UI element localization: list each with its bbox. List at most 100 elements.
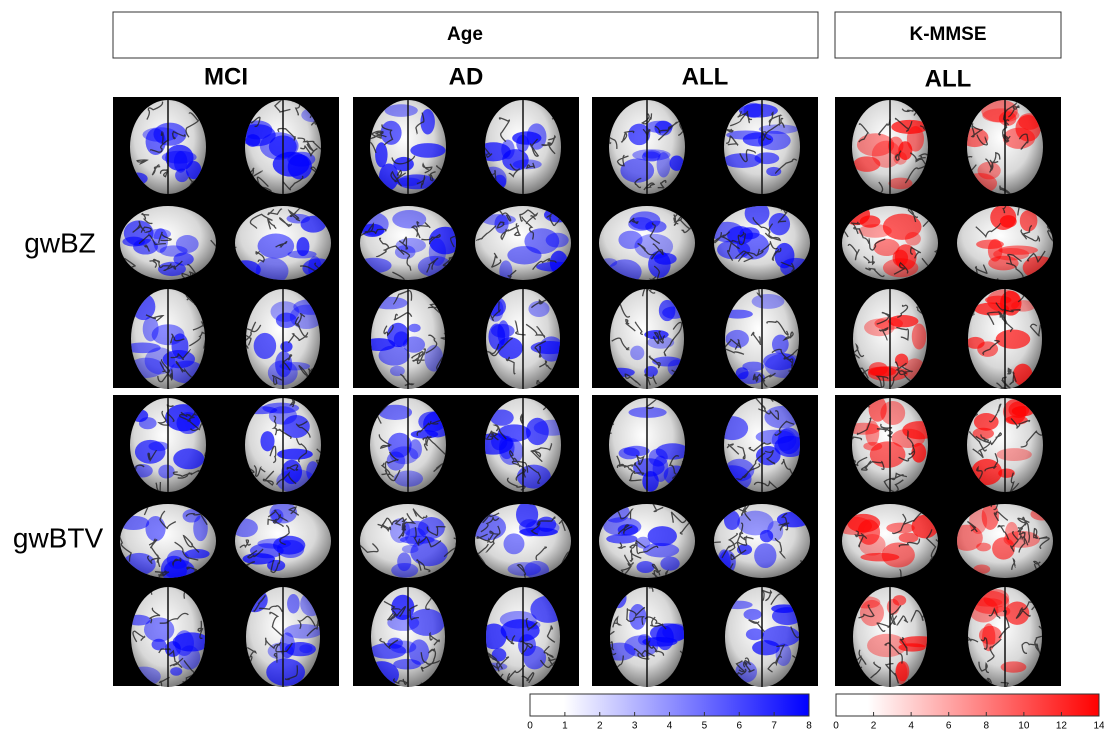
activation bbox=[173, 448, 204, 469]
activation bbox=[899, 533, 919, 543]
activation bbox=[266, 658, 305, 685]
activation bbox=[752, 640, 780, 655]
activation bbox=[645, 221, 666, 233]
activation bbox=[276, 313, 297, 328]
activation bbox=[886, 523, 915, 534]
activation bbox=[175, 169, 189, 182]
activation bbox=[912, 323, 927, 349]
activation bbox=[391, 563, 418, 578]
activation bbox=[175, 630, 194, 656]
colorbar-tick-label: 6 bbox=[736, 721, 742, 732]
activation bbox=[148, 442, 168, 452]
activation bbox=[860, 553, 899, 562]
activation bbox=[411, 430, 439, 439]
activation bbox=[746, 628, 764, 640]
colorbar-tick-label: 5 bbox=[702, 721, 708, 732]
activation bbox=[280, 341, 292, 352]
column-label: MCI bbox=[204, 63, 248, 90]
colorbar-tick-label: 10 bbox=[1018, 721, 1030, 732]
column-label: ALL bbox=[682, 63, 729, 90]
colorbar-tick-label: 2 bbox=[871, 721, 877, 732]
activation bbox=[744, 609, 762, 620]
activation bbox=[296, 237, 309, 256]
activation bbox=[652, 356, 682, 366]
activation bbox=[654, 253, 677, 265]
colorbar-tick-label: 12 bbox=[1056, 721, 1068, 732]
panels bbox=[113, 89, 1063, 705]
activation bbox=[384, 104, 417, 117]
colorbar-tick-label: 4 bbox=[667, 721, 673, 732]
activation bbox=[630, 346, 644, 360]
activation bbox=[393, 157, 414, 171]
column-label: ALL bbox=[925, 65, 972, 92]
activation bbox=[865, 420, 879, 445]
activation bbox=[410, 143, 445, 158]
activation bbox=[393, 659, 421, 670]
activation bbox=[744, 103, 763, 118]
activation bbox=[997, 448, 1032, 461]
colorbar-tick-label: 3 bbox=[632, 721, 638, 732]
activation bbox=[996, 329, 1031, 348]
activation bbox=[893, 595, 907, 606]
activation bbox=[759, 124, 799, 134]
activation bbox=[143, 316, 159, 341]
activation bbox=[723, 153, 761, 168]
activation bbox=[145, 516, 165, 541]
colorbar-tick-label: 2 bbox=[597, 721, 603, 732]
activation bbox=[974, 413, 999, 431]
activation bbox=[408, 324, 420, 332]
activation bbox=[754, 543, 776, 568]
activation bbox=[170, 667, 182, 676]
column-label: AD bbox=[449, 63, 484, 90]
colorbar-tick-label: 4 bbox=[908, 721, 914, 732]
activation bbox=[402, 545, 419, 553]
activation bbox=[502, 149, 529, 171]
header-title: Age bbox=[447, 24, 483, 45]
colorbar-tick-label: 14 bbox=[1093, 721, 1104, 732]
activation bbox=[390, 366, 405, 376]
activation bbox=[158, 465, 174, 479]
header-title: K-MMSE bbox=[909, 24, 986, 45]
colorbar-tick-label: 7 bbox=[771, 721, 777, 732]
activation bbox=[273, 536, 305, 555]
activation bbox=[742, 362, 764, 372]
activation bbox=[966, 337, 984, 349]
colorbar-tick-label: 8 bbox=[984, 721, 990, 732]
row-label: gwBZ bbox=[24, 227, 96, 258]
colorbar-tick-label: 6 bbox=[946, 721, 952, 732]
activation bbox=[772, 429, 797, 451]
activation bbox=[632, 149, 670, 161]
colorbar bbox=[836, 694, 1099, 716]
colorbar-tick-label: 8 bbox=[806, 721, 812, 732]
activation bbox=[618, 231, 642, 249]
activation bbox=[870, 441, 906, 468]
activation bbox=[752, 294, 785, 309]
activation bbox=[637, 561, 655, 573]
activation bbox=[242, 553, 275, 564]
activation bbox=[620, 158, 654, 182]
activation bbox=[254, 333, 277, 359]
activation bbox=[660, 557, 679, 571]
colorbar-tick-label: 0 bbox=[527, 721, 533, 732]
activation bbox=[888, 178, 912, 190]
activation bbox=[624, 446, 650, 456]
activation bbox=[988, 239, 1003, 262]
activation bbox=[165, 145, 193, 171]
activation bbox=[766, 167, 781, 176]
activation bbox=[976, 543, 991, 552]
activation bbox=[982, 623, 995, 651]
activation bbox=[387, 323, 409, 347]
activation bbox=[525, 520, 559, 537]
activation bbox=[756, 446, 781, 465]
colorbar-tick-label: 1 bbox=[562, 721, 568, 732]
activation bbox=[287, 594, 300, 613]
activation bbox=[1000, 215, 1017, 228]
activation bbox=[872, 141, 901, 168]
activation bbox=[606, 534, 637, 543]
activation bbox=[418, 517, 445, 539]
activation bbox=[907, 126, 924, 152]
activation bbox=[375, 142, 387, 167]
colorbar-tick-label: 0 bbox=[833, 721, 839, 732]
figure: Age K-MMSE MCI AD ALL ALL gwBZ gwBTV 012… bbox=[0, 0, 1104, 736]
